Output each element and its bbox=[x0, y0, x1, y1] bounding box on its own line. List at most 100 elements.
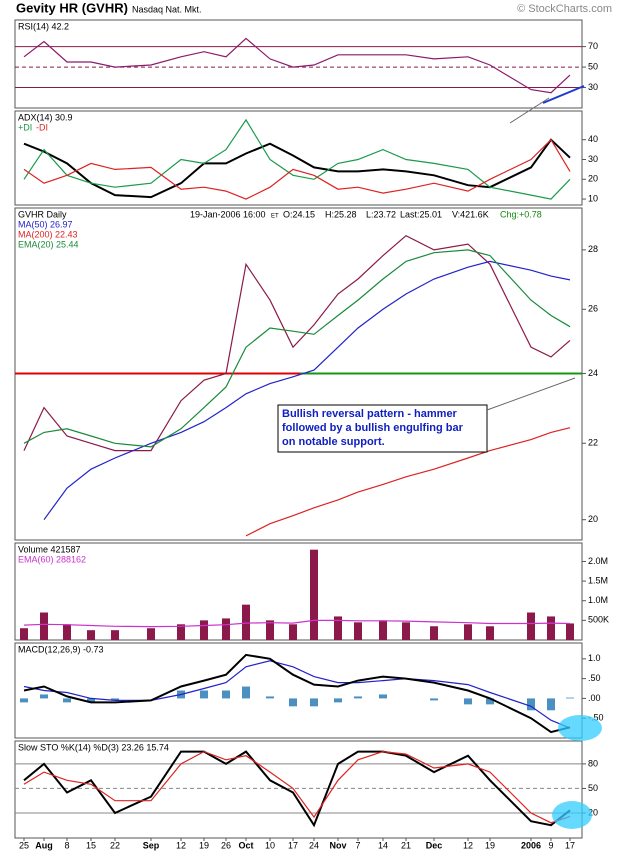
bar bbox=[566, 623, 574, 640]
panel-title: Slow STO %K(14) %D(3) 23.26 15.74 bbox=[18, 742, 169, 752]
x-tick-label: 12 bbox=[463, 840, 473, 850]
annotation: followed by a bullish engulfing bar bbox=[282, 422, 464, 434]
line bbox=[23, 660, 571, 729]
bar bbox=[63, 698, 71, 703]
bar bbox=[464, 624, 472, 640]
x-tick-label: 2006 bbox=[521, 840, 541, 850]
bar bbox=[354, 696, 362, 699]
bar bbox=[486, 698, 494, 705]
bar bbox=[430, 698, 438, 701]
bar bbox=[200, 620, 208, 640]
line bbox=[23, 118, 571, 200]
line bbox=[23, 234, 571, 452]
bar bbox=[40, 612, 48, 640]
trendline bbox=[542, 85, 585, 104]
x-tick-label: 7 bbox=[355, 840, 360, 850]
quote: Chg:+0.78 bbox=[500, 209, 542, 219]
x-tick-label: Sep bbox=[143, 840, 160, 850]
y-tick-label: 1.0 bbox=[588, 653, 601, 663]
x-tick-label: 25 bbox=[19, 840, 29, 850]
y-tick-label: 30 bbox=[588, 154, 598, 164]
annotation: Bullish reversal pattern - hammer bbox=[282, 408, 458, 420]
x-tick-label: 19 bbox=[199, 840, 209, 850]
y-tick-label: 1.0M bbox=[588, 595, 608, 605]
x-tick-label: Aug bbox=[35, 840, 53, 850]
arrow bbox=[486, 377, 576, 411]
bar bbox=[289, 624, 297, 640]
bar bbox=[310, 549, 318, 640]
line bbox=[23, 750, 571, 824]
quote: Last:25.01 bbox=[400, 209, 442, 219]
bar bbox=[266, 620, 274, 640]
x-tick-label: 17 bbox=[565, 840, 575, 850]
line bbox=[23, 138, 571, 199]
bar bbox=[87, 698, 95, 703]
timezone: ET bbox=[271, 214, 279, 220]
line bbox=[23, 37, 571, 94]
bar bbox=[547, 616, 555, 640]
y-tick-label: 500K bbox=[588, 615, 609, 625]
bar bbox=[200, 690, 208, 699]
y-tick-label: -.50 bbox=[588, 713, 604, 723]
bar bbox=[464, 698, 472, 705]
arrow bbox=[509, 97, 550, 124]
bar bbox=[527, 698, 535, 711]
bar bbox=[379, 620, 387, 640]
bar bbox=[334, 698, 342, 703]
quote: H:25.28 bbox=[325, 209, 357, 219]
x-tick-label: 12 bbox=[176, 840, 186, 850]
x-tick-label: Nov bbox=[329, 840, 346, 850]
bar bbox=[334, 616, 342, 640]
y-tick-label: 20 bbox=[588, 807, 598, 817]
panel-title: RSI(14) 42.2 bbox=[18, 21, 69, 31]
bar bbox=[20, 628, 28, 640]
line bbox=[23, 138, 571, 200]
panel-title: ADX(14) 30.9 bbox=[18, 112, 73, 122]
bar bbox=[40, 694, 48, 699]
panel-title: MACD(12,26,9) -0.73 bbox=[18, 644, 104, 654]
bar bbox=[547, 698, 555, 711]
line bbox=[23, 750, 571, 828]
x-tick-label: 21 bbox=[401, 840, 411, 850]
bar bbox=[87, 630, 95, 640]
x-tick-label: Dec bbox=[426, 840, 443, 850]
y-tick-label: 50 bbox=[588, 61, 598, 71]
legend-entry: EMA(60) 288162 bbox=[18, 554, 86, 564]
y-tick-label: 20 bbox=[588, 174, 598, 184]
y-tick-label: 22 bbox=[588, 438, 598, 448]
x-tick-label: 10 bbox=[265, 840, 275, 850]
highlight bbox=[558, 715, 602, 741]
bar bbox=[63, 624, 71, 640]
x-tick-label: 22 bbox=[110, 840, 120, 850]
bar bbox=[566, 697, 574, 699]
y-tick-label: 20 bbox=[588, 514, 598, 524]
line bbox=[23, 653, 571, 734]
bar bbox=[527, 612, 535, 640]
legend-entry: EMA(20) 25.44 bbox=[18, 239, 79, 249]
y-tick-label: 10 bbox=[588, 193, 598, 203]
y-tick-label: 70 bbox=[588, 41, 598, 51]
y-tick-label: 1.5M bbox=[588, 575, 608, 585]
y-tick-label: 26 bbox=[588, 304, 598, 314]
panel bbox=[14, 740, 583, 839]
x-tick-label: 26 bbox=[221, 840, 231, 850]
legend-entry: -DI bbox=[36, 122, 48, 132]
legend-entry: MA(50) 26.97 bbox=[18, 219, 73, 229]
bar bbox=[222, 690, 230, 699]
chart-title: Gevity HR (GVHR) bbox=[16, 0, 128, 15]
y-tick-label: 28 bbox=[588, 244, 598, 254]
y-tick-label: 30 bbox=[588, 82, 598, 92]
quote: V:421.6K bbox=[452, 209, 489, 219]
line bbox=[245, 427, 571, 537]
x-tick-label: 9 bbox=[548, 840, 553, 850]
line bbox=[23, 619, 571, 628]
x-tick-label: 19 bbox=[485, 840, 495, 850]
bar bbox=[222, 618, 230, 640]
annotation-box bbox=[277, 404, 488, 453]
y-tick-label: .50 bbox=[588, 673, 601, 683]
bar bbox=[266, 696, 274, 699]
bar bbox=[242, 604, 250, 640]
panel-title: GVHR Daily bbox=[18, 209, 67, 219]
date: 19-Jan-2006 16:00 bbox=[190, 209, 266, 219]
bar bbox=[20, 698, 28, 703]
